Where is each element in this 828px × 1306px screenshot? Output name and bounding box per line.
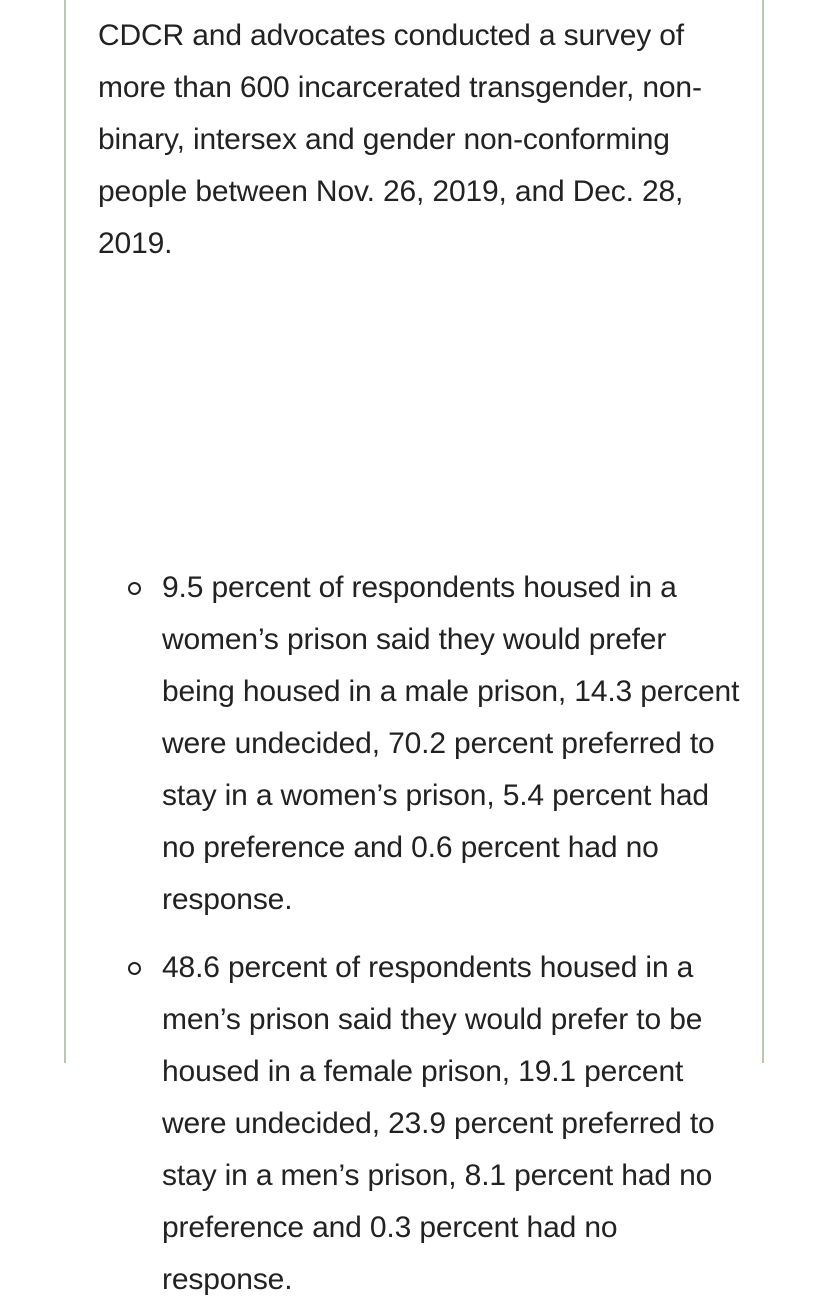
intro-paragraph: CDCR and advocates conducted a survey of… — [98, 19, 702, 260]
content-border-left — [64, 0, 66, 1063]
list-item: 48.6 percent of respondents housed in a … — [128, 942, 742, 1306]
content-border-right — [762, 0, 764, 1063]
hollow-circle-bullet-icon — [128, 582, 141, 595]
list-item: 9.5 percent of respondents housed in a w… — [128, 562, 742, 926]
hollow-circle-bullet-icon — [128, 962, 141, 975]
article-body: CDCR and advocates conducted a survey of… — [98, 10, 739, 1296]
list-item-text: 9.5 percent of respondents housed in a w… — [162, 571, 740, 916]
list-item-text: 48.6 percent of respondents housed in a … — [162, 951, 715, 1296]
